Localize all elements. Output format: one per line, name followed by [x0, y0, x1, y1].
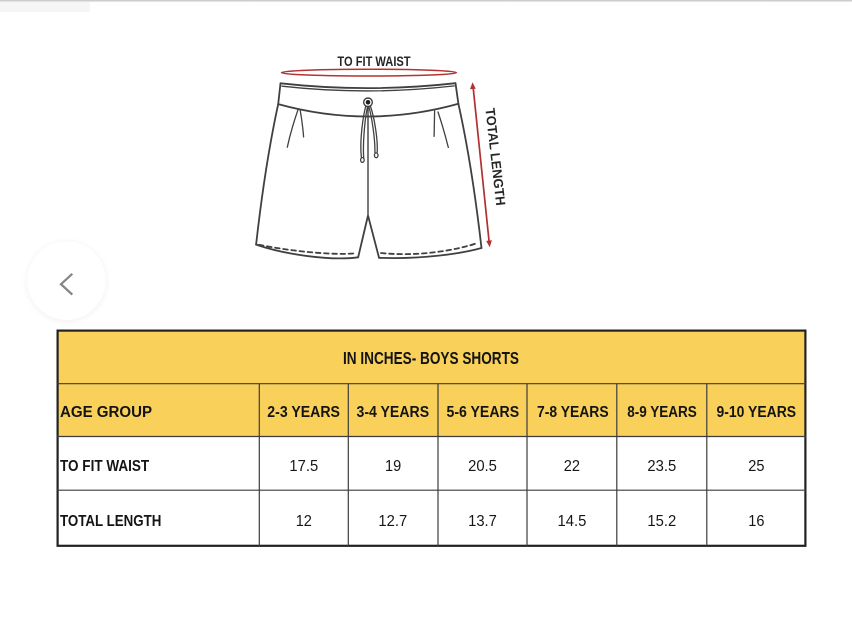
svg-text:TOTAL LENGTH: TOTAL LENGTH: [60, 513, 161, 530]
svg-text:2-3 YEARS: 2-3 YEARS: [267, 404, 340, 421]
svg-text:15.2: 15.2: [647, 513, 676, 530]
svg-text:22: 22: [564, 458, 580, 475]
svg-text:TOTAL LENGTH: TOTAL LENGTH: [482, 107, 508, 206]
svg-text:3-4 YEARS: 3-4 YEARS: [357, 404, 430, 421]
svg-text:20.5: 20.5: [468, 458, 497, 475]
svg-text:14.5: 14.5: [558, 513, 587, 530]
svg-text:IN INCHES- BOYS SHORTS: IN INCHES- BOYS SHORTS: [343, 348, 519, 368]
svg-text:17.5: 17.5: [289, 458, 318, 475]
svg-text:12: 12: [296, 513, 312, 530]
svg-text:7-8 YEARS: 7-8 YEARS: [537, 404, 609, 421]
svg-text:9-10 YEARS: 9-10 YEARS: [717, 404, 797, 421]
svg-text:25: 25: [748, 458, 764, 475]
svg-text:TO FIT WAIST: TO FIT WAIST: [60, 458, 150, 475]
svg-text:13.7: 13.7: [468, 513, 497, 530]
svg-text:19: 19: [385, 458, 401, 475]
svg-text:16: 16: [748, 513, 764, 530]
svg-text:23.5: 23.5: [647, 458, 676, 475]
svg-text:TO FIT WAIST: TO FIT WAIST: [337, 54, 411, 69]
svg-text:5-6 YEARS: 5-6 YEARS: [447, 404, 520, 421]
svg-text:AGE GROUP: AGE GROUP: [60, 404, 152, 421]
svg-text:12.7: 12.7: [378, 513, 407, 530]
svg-text:8-9 YEARS: 8-9 YEARS: [627, 404, 697, 421]
